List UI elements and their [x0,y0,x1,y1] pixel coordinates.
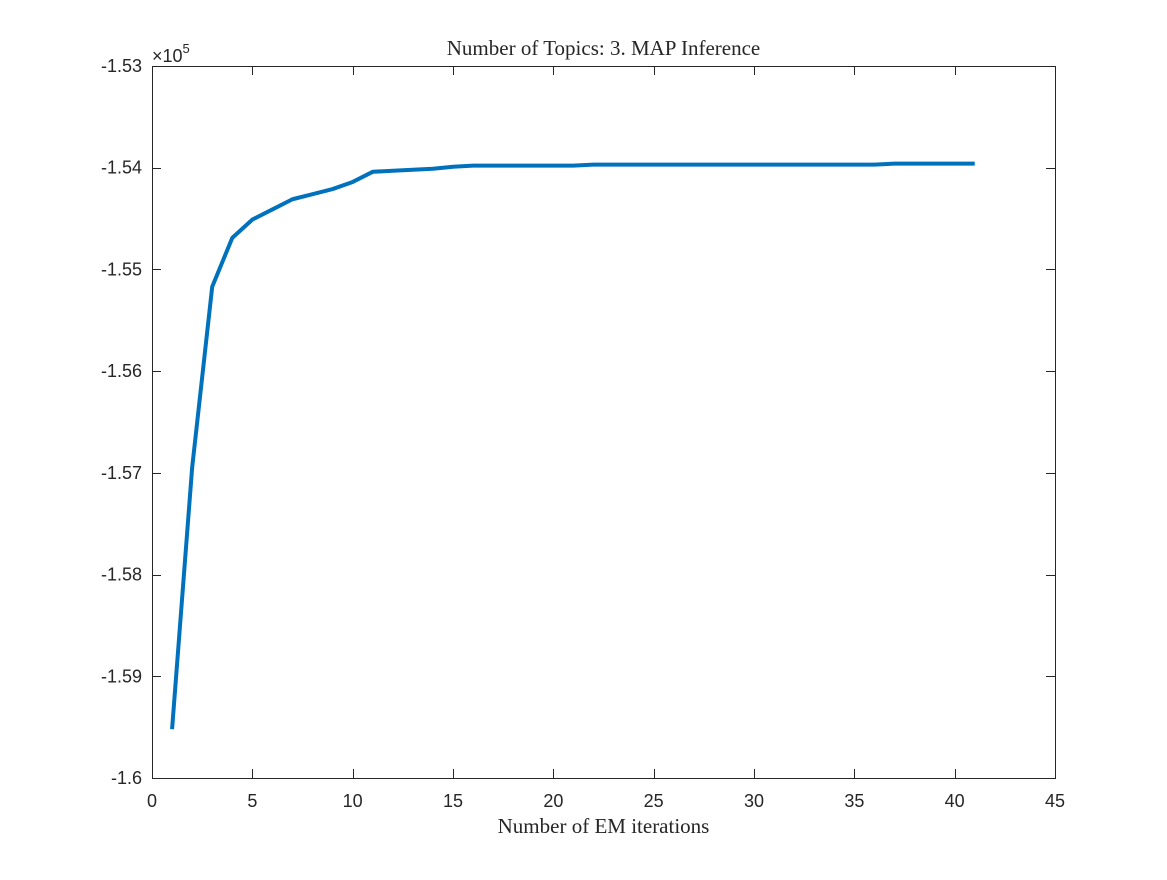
plot-area [152,66,1055,778]
x-tick-label: 15 [443,791,463,811]
y-tick-label: -1.6 [111,768,142,788]
y-tick-label: -1.53 [101,56,142,76]
y-tick-label: -1.58 [101,565,142,585]
x-axis-ticks: 0 5 10 15 20 25 30 35 40 45 [147,66,1065,811]
y-multiplier-base: ×10 [152,46,183,66]
y-tick-label: -1.59 [101,666,142,686]
x-tick-label: 30 [744,791,764,811]
x-tick-label: 0 [147,791,157,811]
x-tick-label: 10 [343,791,363,811]
y-axis-ticks: -1.6 -1.59 -1.58 -1.57 -1.56 -1.55 -1.54 -1.53 [101,56,1055,788]
x-tick-label: 35 [844,791,864,811]
x-tick-label: 40 [945,791,965,811]
x-tick-label: 20 [543,791,563,811]
y-axis-multiplier: ×105 [152,41,190,66]
y-multiplier-exponent: 5 [183,41,190,56]
y-tick-label: -1.57 [101,463,142,483]
x-tick-label: 45 [1045,791,1065,811]
x-tick-label: 5 [247,791,257,811]
plot-frame [152,66,1056,779]
series-layer [170,161,975,730]
chart-title: Number of Topics: 3. MAP Inference [447,36,760,60]
series-line [170,161,975,730]
x-axis-label: Number of EM iterations [498,814,710,838]
y-tick-label: -1.55 [101,259,142,279]
y-tick-label: -1.56 [101,361,142,381]
x-tick-label: 25 [644,791,664,811]
y-tick-label: -1.54 [101,158,142,178]
